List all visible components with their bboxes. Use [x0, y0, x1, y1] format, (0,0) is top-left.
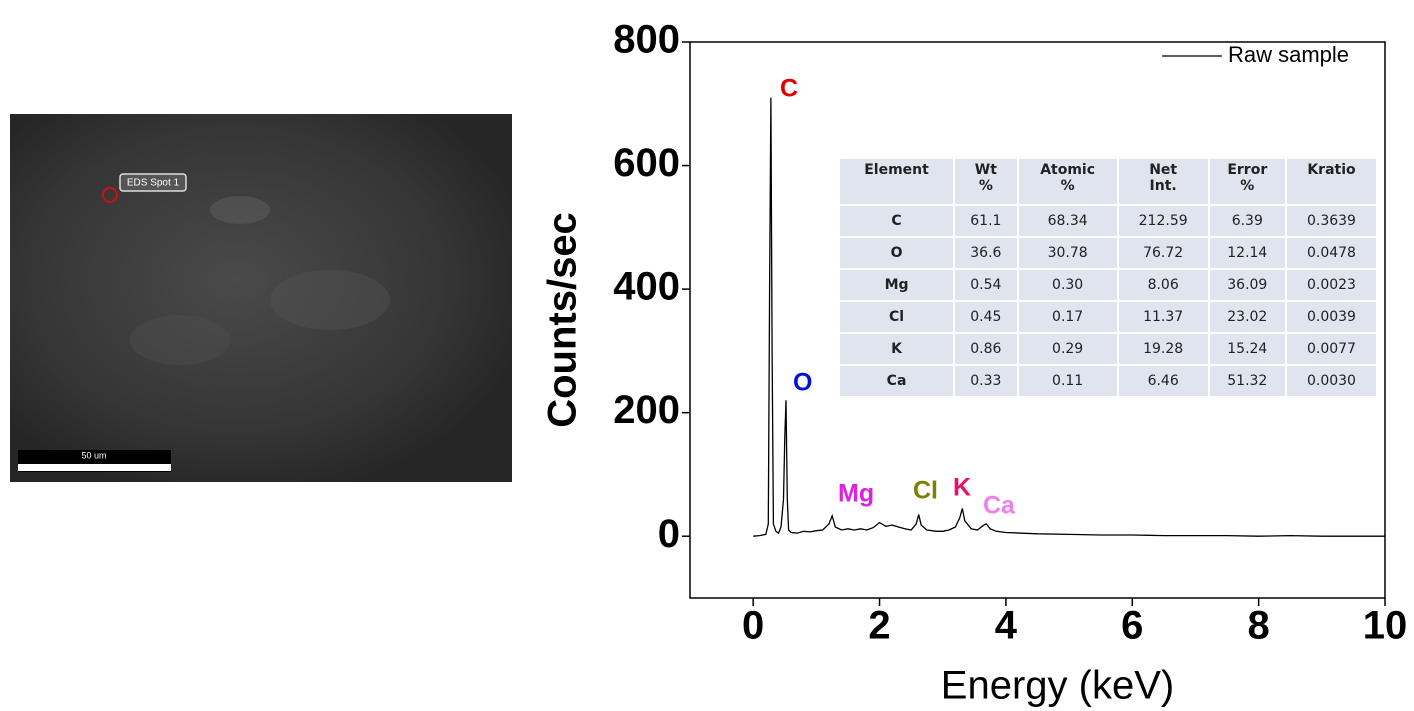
table-cell: 0.0478 — [1286, 237, 1377, 269]
table-cell: Ca — [839, 365, 954, 397]
y-tick-label: 400 — [613, 265, 680, 309]
table-cell: 15.24 — [1209, 333, 1286, 365]
header-line: % — [1023, 178, 1113, 194]
table-cell: 0.33 — [954, 365, 1018, 397]
table-cell: 12.14 — [1209, 237, 1286, 269]
y-tick-label: 800 — [613, 18, 680, 62]
table-header-cell: Atomic% — [1018, 158, 1118, 205]
table-cell: 19.28 — [1118, 333, 1209, 365]
y-tick-label: 200 — [613, 388, 680, 432]
table-cell: 0.54 — [954, 269, 1018, 301]
header-line: Atomic — [1023, 162, 1113, 178]
table-cell: 0.0030 — [1286, 365, 1377, 397]
table-cell: 0.86 — [954, 333, 1018, 365]
table-cell: 68.34 — [1018, 205, 1118, 237]
table-cell: 11.37 — [1118, 301, 1209, 333]
peak-label: Mg — [838, 480, 874, 508]
y-axis-label: Counts/sec — [541, 212, 585, 428]
table-cell: 61.1 — [954, 205, 1018, 237]
x-tick-label: 2 — [868, 604, 890, 648]
x-tick-label: 8 — [1248, 604, 1270, 648]
x-tick-label: 0 — [742, 604, 764, 648]
header-line: Wt — [959, 162, 1013, 178]
table-cell: 6.46 — [1118, 365, 1209, 397]
page: EDS Spot 1 50 um 02468100200400600800Ene… — [0, 0, 1414, 711]
table-cell: 0.30 — [1018, 269, 1118, 301]
header-line: Kratio — [1291, 162, 1372, 178]
table-cell: 0.29 — [1018, 333, 1118, 365]
table-cell: O — [839, 237, 954, 269]
table-cell: Cl — [839, 301, 954, 333]
peak-label: K — [953, 474, 971, 502]
table-cell: 212.59 — [1118, 205, 1209, 237]
table-cell: 0.17 — [1018, 301, 1118, 333]
peak-label: O — [793, 369, 812, 397]
peak-label: C — [780, 75, 798, 103]
peak-label: Cl — [913, 477, 938, 505]
table-header-cell: Error% — [1209, 158, 1286, 205]
table-cell: 8.06 — [1118, 269, 1209, 301]
table-cell: 36.6 — [954, 237, 1018, 269]
legend-label: Raw sample — [1228, 42, 1349, 67]
table-cell: 6.39 — [1209, 205, 1286, 237]
x-axis-label: Energy (keV) — [941, 664, 1174, 708]
table-cell: 30.78 — [1018, 237, 1118, 269]
x-tick-label: 10 — [1363, 604, 1408, 648]
x-tick-label: 6 — [1121, 604, 1143, 648]
header-line: % — [959, 178, 1013, 194]
header-line: Error — [1214, 162, 1281, 178]
y-tick-label: 0 — [658, 512, 680, 556]
table-cell: 0.3639 — [1286, 205, 1377, 237]
header-line: Int. — [1123, 178, 1204, 194]
header-line: Net — [1123, 162, 1204, 178]
table-cell: 51.32 — [1209, 365, 1286, 397]
table-header-cell: Kratio — [1286, 158, 1377, 205]
table-header-cell: Element — [839, 158, 954, 205]
table-cell: 76.72 — [1118, 237, 1209, 269]
table-cell: 23.02 — [1209, 301, 1286, 333]
header-line: Element — [844, 162, 949, 178]
table-cell: C — [839, 205, 954, 237]
table-header-cell: Wt% — [954, 158, 1018, 205]
peak-label: Ca — [983, 492, 1016, 520]
y-tick-label: 600 — [613, 141, 680, 185]
table-cell: K — [839, 333, 954, 365]
table-cell: 0.45 — [954, 301, 1018, 333]
x-tick-label: 4 — [995, 604, 1018, 648]
table-cell: 0.0039 — [1286, 301, 1377, 333]
table-cell: Mg — [839, 269, 954, 301]
table-cell: 36.09 — [1209, 269, 1286, 301]
table-cell: 0.0023 — [1286, 269, 1377, 301]
header-line: % — [1214, 178, 1281, 194]
table-cell: 0.0077 — [1286, 333, 1377, 365]
table-cell: 0.11 — [1018, 365, 1118, 397]
